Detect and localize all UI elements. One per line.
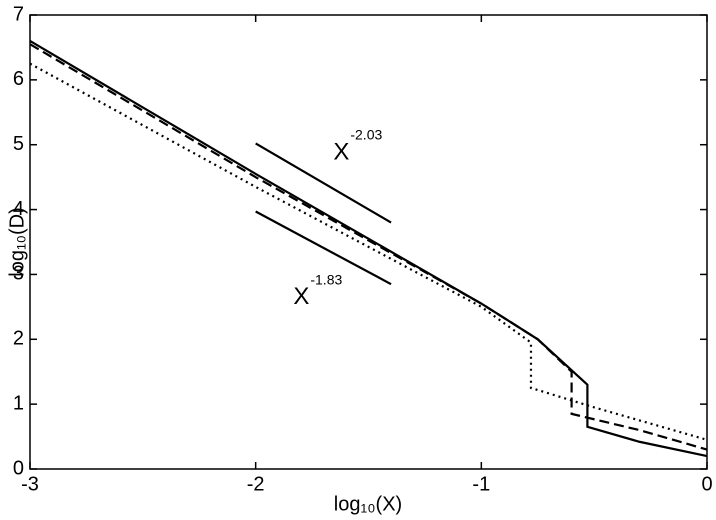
series-line [29, 39, 708, 458]
annotation: X [293, 283, 309, 310]
reference-line [255, 142, 392, 224]
y-tick-label: 1 [13, 392, 24, 414]
y-tick-label: 3 [13, 263, 24, 285]
plot-frame [29, 14, 708, 470]
y-tick-label: 2 [13, 328, 24, 350]
annotation-exponent: -2.03 [350, 127, 382, 143]
x-tick-label: -1 [472, 473, 490, 495]
series-line [29, 62, 708, 441]
reference-line [255, 210, 392, 286]
x-tick-label: -3 [21, 473, 39, 495]
series-line [29, 43, 708, 451]
x-axis-title: log₁₀(X) [334, 493, 402, 515]
x-tick-label: -2 [247, 473, 265, 495]
y-axis-title: log₁₀(D) [6, 207, 28, 277]
annotation: X [333, 138, 349, 165]
y-tick-label: 0 [13, 457, 24, 479]
x-tick-label: 0 [701, 473, 712, 495]
y-tick-label: 4 [13, 198, 24, 220]
y-tick-label: 5 [13, 133, 24, 155]
y-tick-label: 7 [13, 3, 24, 25]
annotation-exponent: -1.83 [310, 272, 342, 288]
y-tick-label: 6 [13, 68, 24, 90]
